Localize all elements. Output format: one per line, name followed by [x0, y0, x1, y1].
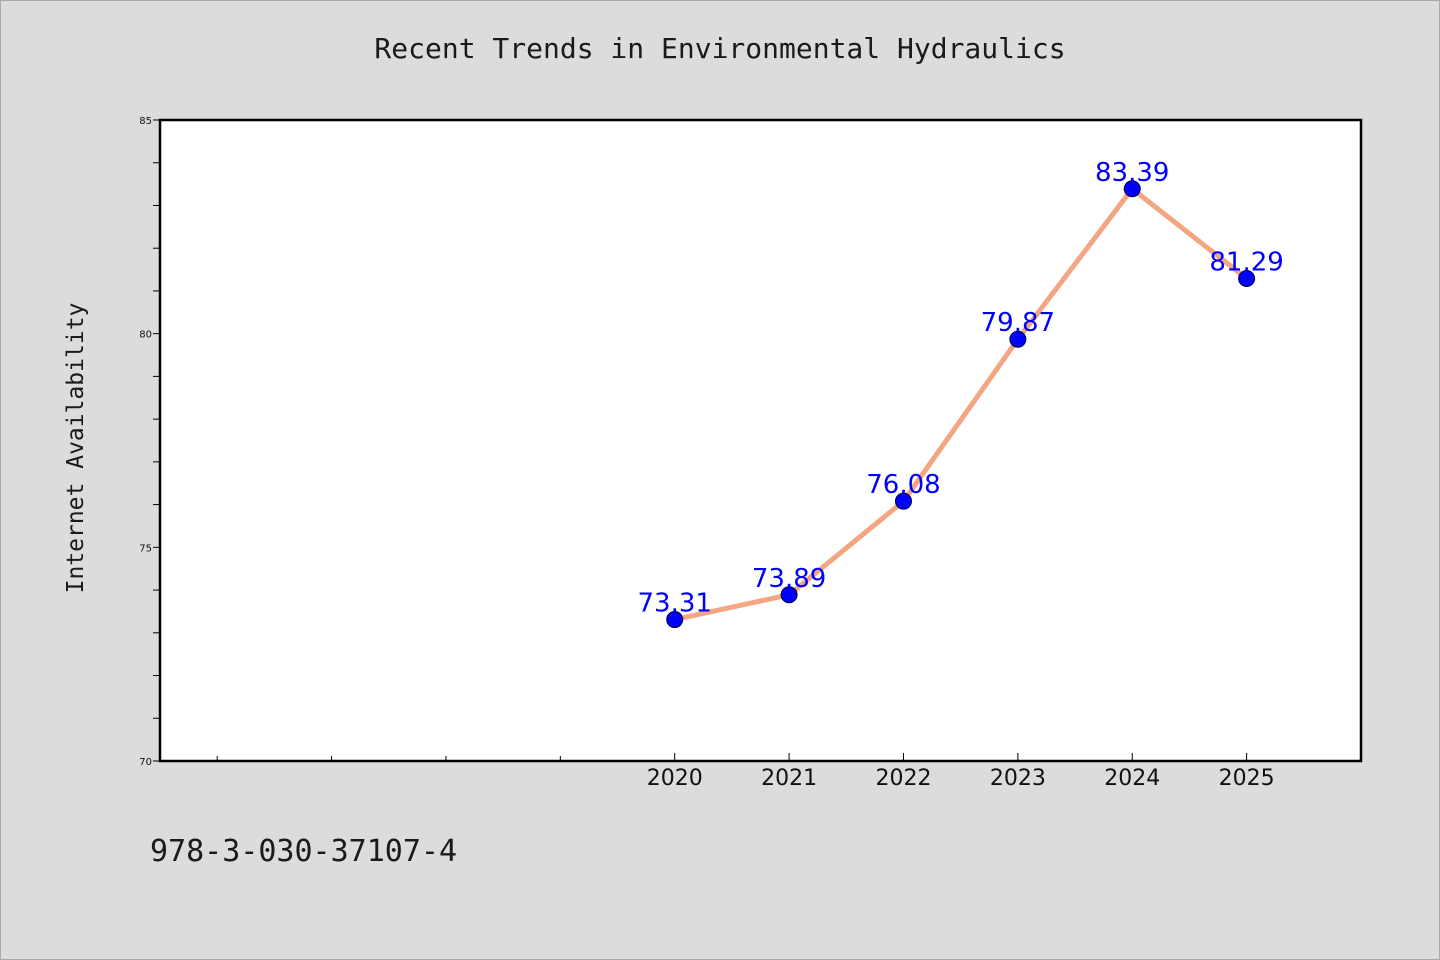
- data-point: [666, 611, 684, 629]
- y-tick-label: 75: [139, 543, 152, 554]
- plot-area: [158, 118, 1363, 763]
- x-tick-label: 2024: [1104, 766, 1160, 791]
- data-label: 73.89: [752, 564, 826, 594]
- data-point: [1009, 330, 1027, 348]
- y-tick-label: 80: [139, 330, 152, 341]
- data-label: 79.87: [981, 308, 1055, 338]
- x-tick-label: 2021: [761, 766, 817, 791]
- chart-title: Recent Trends in Environmental Hydraulic…: [374, 32, 1066, 65]
- x-tick-label: 2022: [875, 766, 931, 791]
- data-point: [1238, 270, 1256, 288]
- x-tick-label: 2023: [990, 766, 1046, 791]
- x-tick-label: 2025: [1219, 766, 1275, 791]
- data-point: [780, 586, 798, 604]
- y-tick-label: 85: [139, 116, 152, 127]
- data-point: [894, 492, 912, 510]
- data-label: 76.08: [866, 470, 940, 500]
- isbn-text: 978-3-030-37107-4: [150, 834, 458, 869]
- data-label: 81.29: [1209, 248, 1283, 278]
- data-label: 73.31: [637, 589, 711, 619]
- data-label: 83.39: [1095, 158, 1169, 188]
- x-tick-label: 2020: [647, 766, 703, 791]
- y-tick-label: 70: [139, 757, 152, 768]
- series-line: [672, 186, 1250, 623]
- data-point: [1123, 180, 1141, 198]
